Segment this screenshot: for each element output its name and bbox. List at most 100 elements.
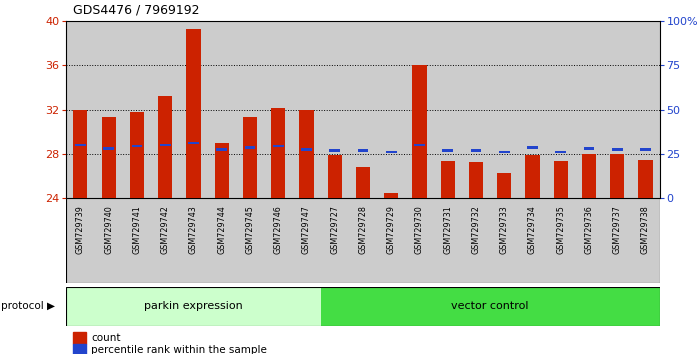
Text: GSM729729: GSM729729: [387, 205, 396, 254]
Bar: [413, 65, 426, 198]
Bar: [244, 146, 255, 149]
Bar: [554, 161, 567, 198]
Bar: [349, 198, 377, 283]
Bar: [66, 287, 320, 326]
Bar: [357, 149, 369, 152]
Text: GSM729744: GSM729744: [217, 205, 226, 254]
Bar: [547, 198, 575, 283]
Text: GSM729732: GSM729732: [471, 205, 480, 254]
Text: GDS4476 / 7969192: GDS4476 / 7969192: [73, 4, 200, 17]
Bar: [188, 142, 199, 144]
Bar: [320, 21, 349, 198]
Text: GSM729735: GSM729735: [556, 205, 565, 254]
Text: GSM729738: GSM729738: [641, 205, 650, 254]
Bar: [406, 198, 433, 283]
Bar: [264, 21, 292, 198]
Bar: [349, 21, 377, 198]
Text: GSM729740: GSM729740: [104, 205, 113, 254]
Text: GSM729730: GSM729730: [415, 205, 424, 254]
Bar: [582, 154, 596, 198]
Text: GSM729734: GSM729734: [528, 205, 537, 254]
Bar: [329, 149, 340, 152]
Text: GSM729742: GSM729742: [161, 205, 170, 254]
Bar: [103, 147, 114, 150]
Bar: [377, 21, 406, 198]
Bar: [462, 21, 490, 198]
Text: GSM729728: GSM729728: [359, 205, 367, 254]
Bar: [243, 118, 257, 198]
Text: vector control: vector control: [452, 301, 529, 311]
Bar: [440, 161, 455, 198]
Bar: [73, 110, 87, 198]
Text: GSM729739: GSM729739: [76, 205, 85, 254]
Text: GSM729743: GSM729743: [189, 205, 198, 254]
Text: GSM729741: GSM729741: [133, 205, 142, 254]
Bar: [406, 21, 433, 198]
Bar: [151, 198, 179, 283]
Bar: [443, 149, 453, 152]
Text: GSM729727: GSM729727: [330, 205, 339, 254]
Bar: [327, 155, 342, 198]
Bar: [490, 21, 519, 198]
Text: GSM729747: GSM729747: [302, 205, 311, 254]
Bar: [215, 143, 229, 198]
Bar: [497, 173, 511, 198]
Bar: [584, 147, 594, 150]
Bar: [186, 29, 200, 198]
Bar: [612, 148, 623, 151]
Bar: [207, 21, 236, 198]
Text: GSM729736: GSM729736: [584, 205, 593, 254]
Bar: [299, 110, 313, 198]
Bar: [610, 154, 624, 198]
Text: GSM729731: GSM729731: [443, 205, 452, 254]
Bar: [632, 21, 660, 198]
Bar: [470, 149, 482, 152]
Bar: [640, 148, 651, 151]
Bar: [236, 198, 264, 283]
Bar: [320, 198, 349, 283]
Bar: [575, 198, 603, 283]
Bar: [575, 21, 603, 198]
Bar: [519, 198, 547, 283]
Bar: [490, 198, 519, 283]
Bar: [469, 162, 483, 198]
Bar: [179, 21, 207, 198]
Bar: [414, 144, 425, 146]
Text: GSM729733: GSM729733: [500, 205, 509, 254]
Text: GSM729746: GSM729746: [274, 205, 283, 254]
Bar: [632, 198, 660, 283]
Bar: [273, 145, 283, 148]
Bar: [216, 148, 227, 151]
Bar: [123, 21, 151, 198]
Bar: [301, 148, 312, 151]
Bar: [123, 198, 151, 283]
Text: protocol: protocol: [1, 301, 44, 311]
Bar: [377, 198, 406, 283]
Bar: [292, 198, 320, 283]
Bar: [131, 145, 142, 148]
Bar: [151, 21, 179, 198]
Bar: [499, 150, 510, 153]
Bar: [386, 150, 396, 153]
Bar: [264, 198, 292, 283]
Bar: [384, 193, 399, 198]
Bar: [519, 21, 547, 198]
Bar: [639, 160, 653, 198]
Bar: [160, 144, 170, 146]
Bar: [603, 21, 632, 198]
Bar: [356, 167, 370, 198]
Text: GSM729737: GSM729737: [613, 205, 622, 254]
Text: count: count: [91, 333, 121, 343]
Bar: [547, 21, 575, 198]
Bar: [433, 198, 462, 283]
Bar: [292, 21, 320, 198]
Text: GSM729745: GSM729745: [246, 205, 255, 254]
Bar: [527, 146, 538, 149]
Bar: [94, 21, 123, 198]
Text: ▶: ▶: [47, 301, 55, 311]
Text: parkin expression: parkin expression: [144, 301, 243, 311]
Bar: [236, 21, 264, 198]
Bar: [179, 198, 207, 283]
Bar: [207, 198, 236, 283]
Text: percentile rank within the sample: percentile rank within the sample: [91, 346, 267, 354]
